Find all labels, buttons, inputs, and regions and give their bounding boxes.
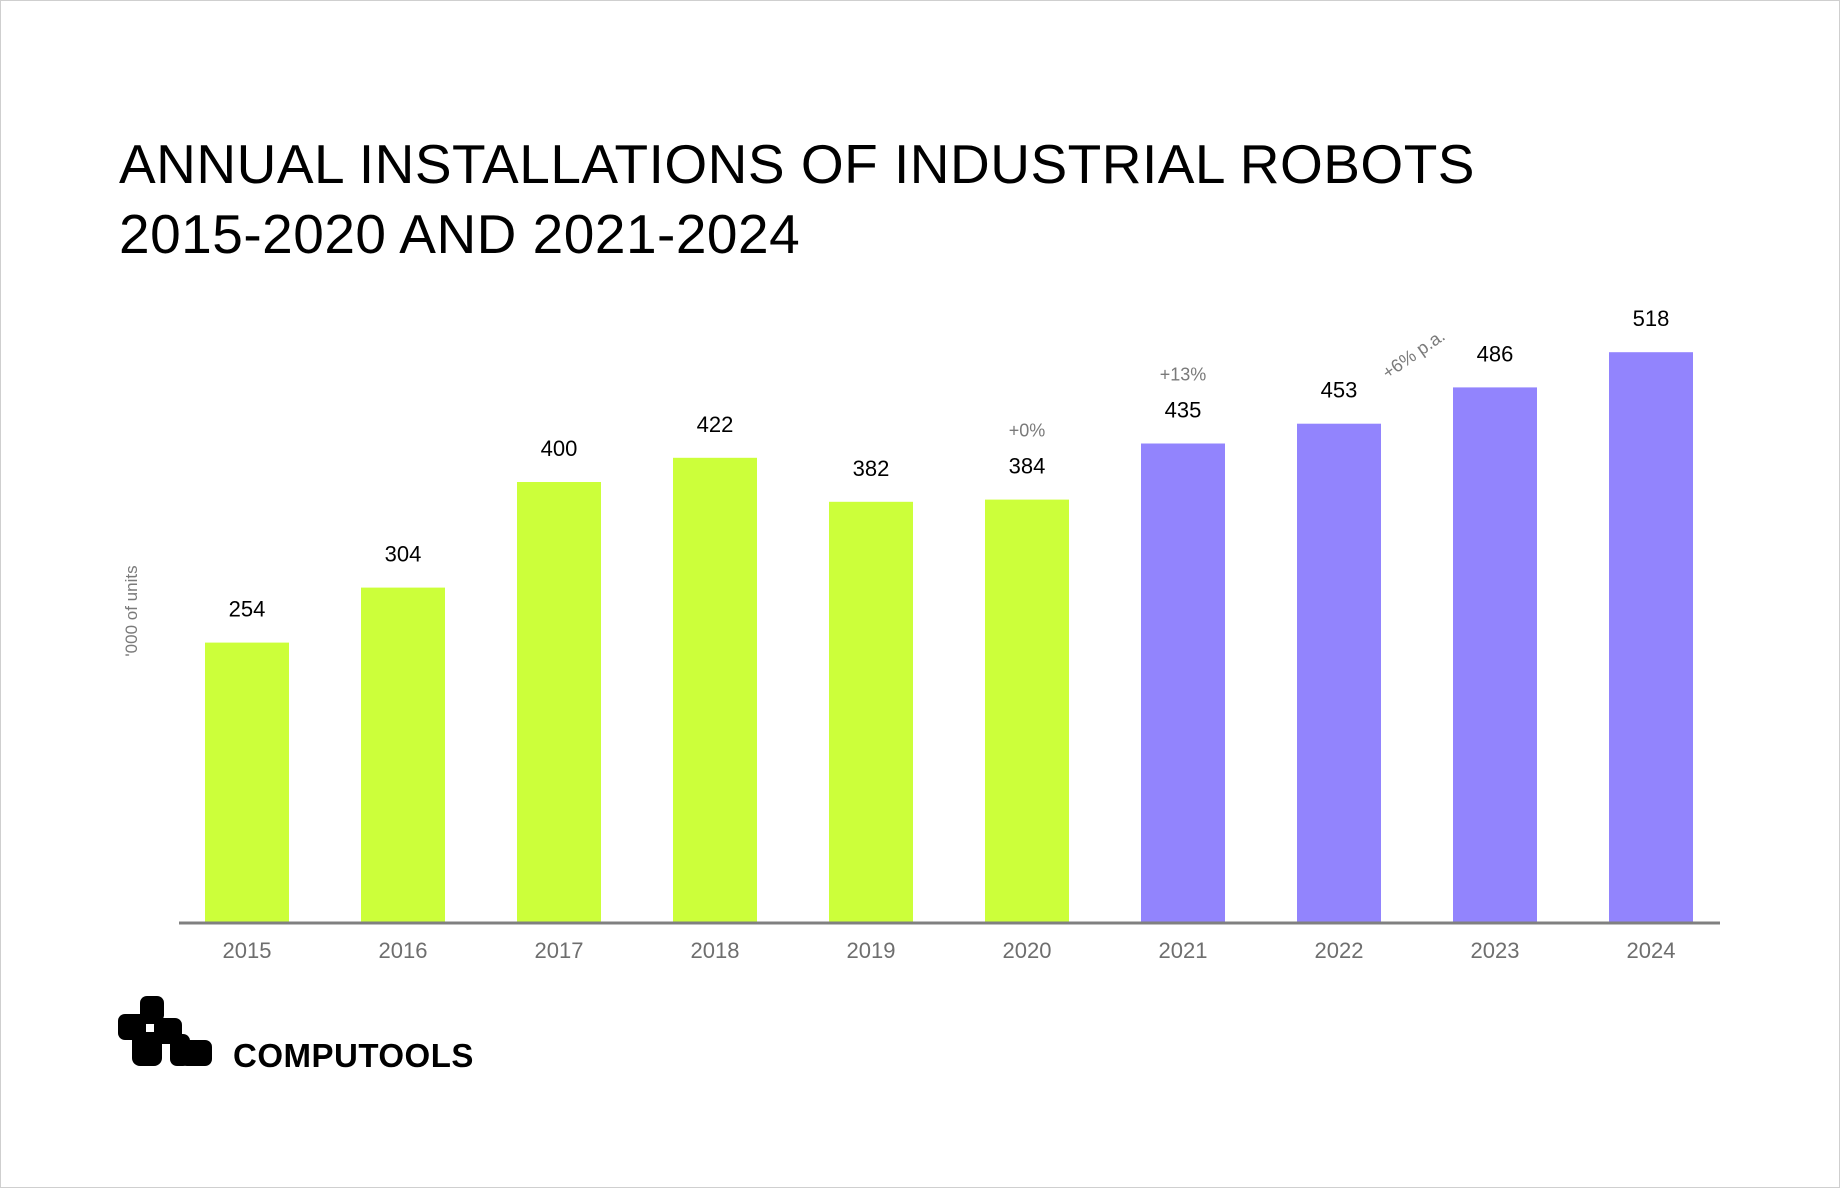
chart-title-line-2: 2015-2020 AND 2021-2024 bbox=[119, 203, 801, 265]
bar-2024 bbox=[1609, 352, 1693, 922]
growth-annotation-2021: +13% bbox=[1160, 365, 1207, 385]
data-label-2016: 304 bbox=[385, 542, 422, 567]
x-tick-label-2015: 2015 bbox=[223, 938, 272, 963]
x-tick-label-2020: 2020 bbox=[1003, 938, 1052, 963]
bar-2019 bbox=[829, 501, 913, 922]
x-tick-label-2018: 2018 bbox=[691, 938, 740, 963]
data-label-2019: 382 bbox=[853, 456, 890, 481]
bar-2023 bbox=[1453, 387, 1537, 922]
bar-2017 bbox=[517, 482, 601, 922]
x-tick-label-2023: 2023 bbox=[1471, 938, 1520, 963]
x-tick-label-2024: 2024 bbox=[1627, 938, 1676, 963]
data-label-2017: 400 bbox=[541, 436, 578, 461]
bar-2018 bbox=[673, 457, 757, 922]
computools-logo-icon bbox=[118, 996, 212, 1066]
bar-2022 bbox=[1297, 423, 1381, 922]
data-label-2024: 518 bbox=[1633, 306, 1670, 331]
data-label-2022: 453 bbox=[1321, 378, 1358, 403]
bar-2021 bbox=[1141, 443, 1225, 922]
brand-name: COMPUTOOLS bbox=[233, 1037, 474, 1074]
x-tick-label-2016: 2016 bbox=[379, 938, 428, 963]
growth-annotation-2020: +0% bbox=[1009, 421, 1046, 441]
data-label-2018: 422 bbox=[697, 412, 734, 437]
chart-title-line-1: ANNUAL INSTALLATIONS OF INDUSTRIAL ROBOT… bbox=[119, 133, 1475, 195]
bar-2016 bbox=[361, 587, 445, 922]
data-label-2021: 435 bbox=[1165, 398, 1202, 423]
x-tick-label-2022: 2022 bbox=[1315, 938, 1364, 963]
chart-title: ANNUAL INSTALLATIONS OF INDUSTRIAL ROBOT… bbox=[119, 129, 1475, 269]
growth-annotation-cagr: +6% p.a. bbox=[1379, 325, 1449, 382]
bar-2020 bbox=[985, 499, 1069, 922]
x-tick-label-2021: 2021 bbox=[1159, 938, 1208, 963]
data-label-2015: 254 bbox=[229, 597, 266, 622]
bar-2015 bbox=[205, 642, 289, 922]
x-tick-label-2017: 2017 bbox=[535, 938, 584, 963]
data-label-2020: 384 bbox=[1009, 454, 1046, 479]
data-label-2023: 486 bbox=[1477, 341, 1514, 366]
x-tick-label-2019: 2019 bbox=[847, 938, 896, 963]
